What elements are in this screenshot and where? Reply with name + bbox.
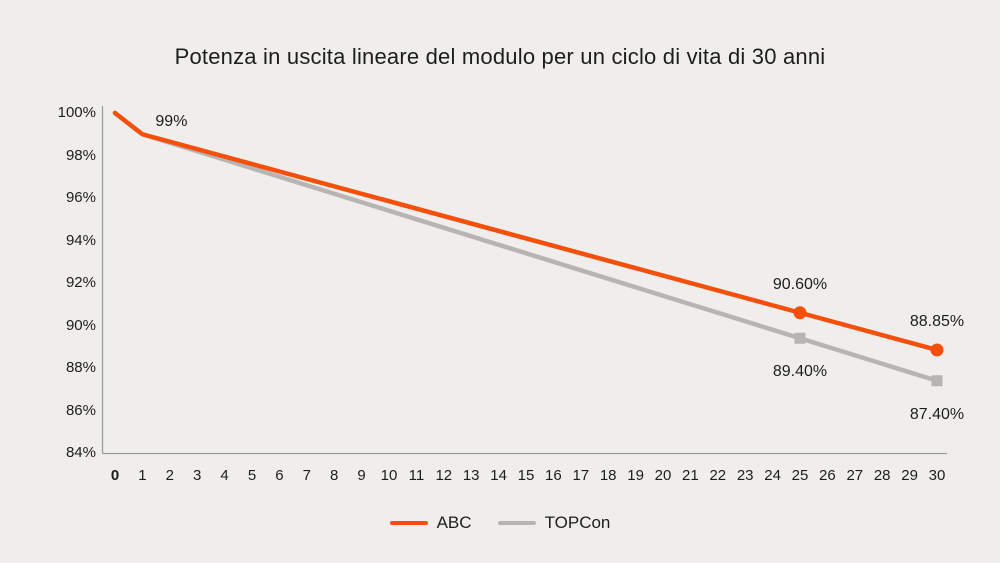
legend: ABC TOPCon: [0, 513, 1000, 533]
x-tick-label: 7: [302, 467, 311, 484]
data-label-8740: 87.40%: [909, 405, 965, 423]
x-tick-label: 14: [490, 467, 507, 484]
legend-label-topcon: TOPCon: [544, 513, 611, 532]
x-tick-label: 5: [247, 467, 257, 484]
y-tick-label: 98%: [65, 146, 96, 164]
x-tick-label: 30: [928, 467, 946, 484]
x-tick-label: 16: [545, 467, 562, 484]
x-tick-label: 4: [220, 467, 229, 484]
x-tick-label: 28: [873, 467, 891, 484]
x-tick-label: 9: [357, 467, 366, 484]
x-tick-label: 29: [901, 467, 918, 484]
data-label-9060: 90.60%: [772, 275, 828, 293]
y-tick-label: 86%: [65, 401, 96, 419]
marker-circle-abc: [793, 306, 807, 320]
x-tick-label: 1: [138, 467, 147, 484]
series-line-topcon: [112, 110, 940, 383]
x-tick-label: 3: [193, 467, 202, 484]
legend-label-abc: ABC: [436, 513, 472, 532]
x-tick-label: 25: [791, 467, 809, 484]
x-tick-label: 17: [572, 467, 590, 484]
x-tick-label: 21: [682, 467, 699, 484]
y-tick-label: 84%: [65, 444, 96, 461]
x-tick-label: 15: [517, 467, 535, 484]
y-tick-label: 94%: [65, 231, 96, 249]
series-line-abc: [112, 110, 940, 353]
x-tick-label: 26: [819, 467, 836, 484]
x-tick-label: 2: [165, 467, 174, 484]
x-tick-label: 8: [330, 467, 339, 484]
y-tick-label: 88%: [65, 359, 96, 376]
data-label-99: 99%: [155, 113, 188, 131]
x-tick-label: 10: [380, 467, 398, 484]
data-label-8940: 89.40%: [772, 363, 828, 381]
y-tick-label: 100%: [57, 104, 96, 121]
legend-swatch-topcon: [497, 521, 536, 525]
x-tick-label: 20: [654, 467, 672, 484]
data-label-8885: 88.85%: [909, 312, 965, 330]
marker-square-topcon: [931, 375, 943, 387]
chart-title: Potenza in uscita lineare del modulo per…: [174, 44, 826, 69]
marker-circle-abc: [930, 343, 944, 357]
x-tick-label: 18: [599, 467, 617, 484]
legend-item-abc: ABC: [389, 513, 472, 533]
x-tick-label: 27: [846, 467, 864, 484]
y-tick-label: 90%: [65, 316, 96, 334]
x-tick-label: 19: [627, 467, 644, 484]
x-tick-label: 11: [408, 467, 425, 484]
x-tick-label: 12: [435, 467, 453, 484]
y-tick-label: 96%: [65, 189, 96, 206]
x-tick-label: 23: [736, 467, 754, 484]
x-tick-label: 0: [110, 467, 120, 484]
x-tick-label: 6: [275, 467, 284, 484]
legend-swatch-abc: [389, 521, 428, 525]
legend-item-topcon: TOPCon: [497, 513, 611, 533]
marker-square-topcon: [794, 332, 806, 344]
x-tick-label: 22: [709, 467, 727, 484]
y-tick-label: 92%: [65, 274, 96, 291]
x-tick-label: 24: [764, 467, 781, 484]
x-tick-label: 13: [462, 467, 480, 484]
